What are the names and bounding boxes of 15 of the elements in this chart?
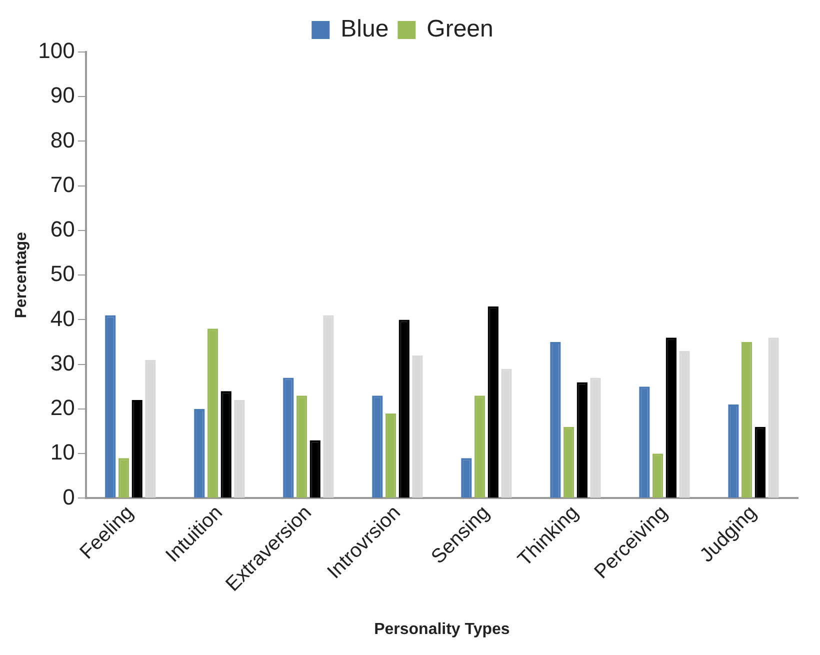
y-tick-label: 100 [38,38,75,64]
x-axis-title: Personality Types [374,620,510,638]
y-tick-label: 50 [50,261,75,286]
y-tick-label: 30 [50,350,75,376]
y-tick-label: 0 [62,484,75,510]
y-tick-label: 90 [50,82,75,108]
y-tick-label: 40 [50,306,75,331]
y-tick-label: 70 [50,172,75,197]
y-tick-label: 60 [50,216,75,242]
y-tick-label: 10 [50,440,75,465]
y-tick-label: 80 [50,127,75,152]
y-axis-title: Percentage [13,232,30,318]
legend-label: Blue [340,16,389,43]
y-tick-label: 20 [50,395,75,420]
legend-label: Green [426,16,494,43]
